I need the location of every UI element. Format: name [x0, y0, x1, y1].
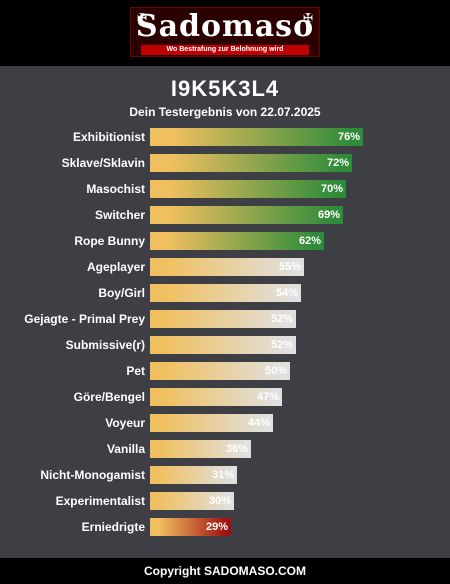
score-bar: 29%	[150, 518, 231, 536]
result-row: Voyeur 44%	[0, 414, 450, 432]
category-label: Sklave/Sklavin	[61, 156, 145, 170]
result-row: Rope Bunny 62%	[0, 232, 450, 250]
score-bar: 70%	[150, 180, 346, 198]
score-label: 29%	[205, 521, 228, 533]
result-row: Erniedrigte 29%	[0, 518, 450, 536]
score-bar: 52%	[150, 336, 296, 354]
category-label: Experimentalist	[55, 494, 145, 508]
category-label: Exhibitionist	[73, 130, 145, 144]
score-label: 47%	[256, 391, 279, 403]
result-row: Gejagte - Primal Prey 52%	[0, 310, 450, 328]
result-row: Sklave/Sklavin 72%	[0, 154, 450, 172]
score-label: 62%	[298, 235, 321, 247]
category-label: Nicht-Monogamist	[40, 468, 145, 482]
score-bar: 47%	[150, 388, 282, 406]
logo-text: Sadomaso	[135, 9, 315, 44]
score-bar: 62%	[150, 232, 324, 250]
category-label: Gejagte - Primal Prey	[24, 312, 145, 326]
score-label: 54%	[275, 287, 298, 299]
score-bar: 54%	[150, 284, 301, 302]
score-bar: 30%	[150, 492, 234, 510]
ornament-icon: ✠	[302, 11, 313, 25]
score-bar: 69%	[150, 206, 343, 224]
category-label: Vanilla	[106, 442, 145, 456]
result-row: Göre/Bengel 47%	[0, 388, 450, 406]
score-label: 50%	[264, 365, 287, 377]
copyright-text: Copyright SADOMASO.COM	[144, 564, 306, 578]
score-label: 55%	[278, 261, 301, 273]
score-label: 52%	[270, 339, 293, 351]
category-label: Boy/Girl	[98, 286, 145, 300]
result-row: Vanilla 36%	[0, 440, 450, 458]
score-label: 52%	[270, 313, 293, 325]
result-row: Boy/Girl 54%	[0, 284, 450, 302]
category-label: Switcher	[94, 208, 145, 222]
score-label: 44%	[247, 417, 270, 429]
score-bar: 52%	[150, 310, 296, 328]
footer: Copyright SADOMASO.COM	[0, 558, 450, 584]
score-bar: 50%	[150, 362, 290, 380]
result-row: Submissive(r) 52%	[0, 336, 450, 354]
score-label: 70%	[320, 183, 343, 195]
score-bar: 44%	[150, 414, 273, 432]
score-bar: 36%	[150, 440, 251, 458]
score-label: 36%	[225, 443, 248, 455]
score-label: 69%	[317, 209, 340, 221]
logo-tagline: Wo Bestrafung zur Belohnung wird	[141, 45, 309, 55]
header: ✠ ✠ Sadomaso Wo Bestrafung zur Belohnung…	[0, 0, 450, 66]
category-label: Masochist	[86, 182, 145, 196]
score-bar: 31%	[150, 466, 237, 484]
category-label: Erniedrigte	[81, 520, 145, 534]
score-label: 30%	[208, 495, 231, 507]
category-label: Voyeur	[105, 416, 145, 430]
logo[interactable]: ✠ ✠ Sadomaso Wo Bestrafung zur Belohnung…	[130, 7, 320, 57]
ornament-icon: ✠	[137, 11, 148, 25]
result-subtitle: Dein Testergebnis von 22.07.2025	[129, 105, 321, 119]
score-bar: 72%	[150, 154, 352, 172]
result-row: Masochist 70%	[0, 180, 450, 198]
result-row: Switcher 69%	[0, 206, 450, 224]
score-label: 76%	[337, 131, 360, 143]
category-label: Pet	[126, 364, 145, 378]
result-row: Exhibitionist 76%	[0, 128, 450, 146]
score-bar: 76%	[150, 128, 363, 146]
result-code: I9K5K3L4	[170, 76, 280, 101]
result-panel: I9K5K3L4 Dein Testergebnis von 22.07.202…	[0, 66, 450, 558]
score-bar: 55%	[150, 258, 304, 276]
category-label: Ageplayer	[86, 260, 145, 274]
result-row: Pet 50%	[0, 362, 450, 380]
result-row: Experimentalist 30%	[0, 492, 450, 510]
result-row: Nicht-Monogamist 31%	[0, 466, 450, 484]
result-row: Ageplayer 55%	[0, 258, 450, 276]
score-label: 31%	[211, 469, 234, 481]
category-label: Göre/Bengel	[73, 390, 145, 404]
category-label: Rope Bunny	[74, 234, 145, 248]
category-label: Submissive(r)	[65, 338, 145, 352]
score-label: 72%	[326, 157, 349, 169]
